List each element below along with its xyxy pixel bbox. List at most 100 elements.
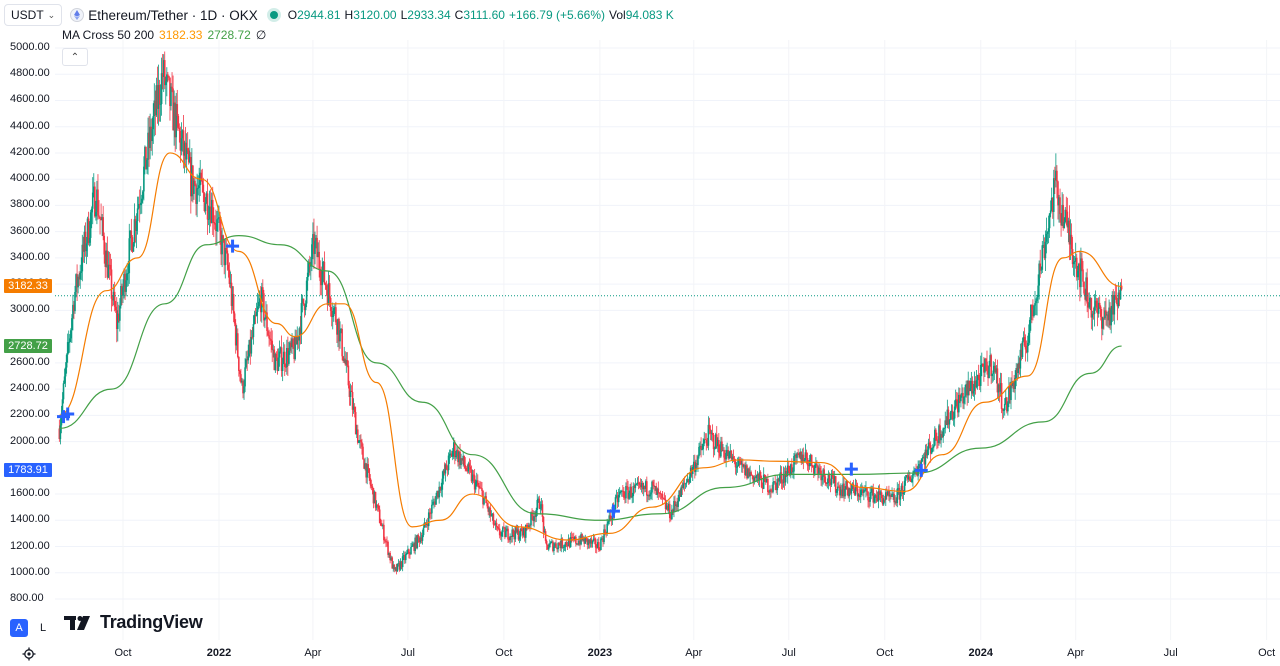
candle-body	[602, 538, 604, 543]
candle-body	[936, 439, 938, 441]
candle-body	[978, 378, 981, 386]
candle-body	[194, 180, 196, 186]
candle-body	[134, 219, 137, 231]
candle-body	[706, 443, 709, 446]
candle-body	[291, 338, 293, 348]
candle-body	[181, 130, 184, 139]
candle-body	[517, 529, 520, 540]
candle-body	[343, 358, 346, 362]
time-tick-label: Oct	[495, 647, 513, 659]
collapse-legend-button[interactable]: ⌃	[62, 48, 88, 66]
candle-body	[366, 464, 368, 478]
candle-body	[515, 526, 518, 533]
indicator-legend[interactable]: MA Cross 50 200 3182.33 2728.72 ∅	[62, 28, 266, 42]
candle-body	[694, 461, 696, 472]
tradingview-logo[interactable]: TradingView	[64, 612, 203, 633]
candle-body	[1110, 309, 1112, 326]
candle-body	[696, 463, 698, 466]
candle-body	[178, 127, 181, 132]
candle-body	[1079, 263, 1081, 288]
candle-body	[616, 495, 619, 503]
grid-lines	[55, 40, 1280, 640]
candle-body	[676, 504, 678, 507]
candle-body	[163, 60, 166, 86]
candle-body	[780, 472, 783, 483]
candle-body	[478, 485, 480, 488]
candle-body	[816, 463, 818, 467]
symbol-select[interactable]: USDT ⌄	[4, 4, 63, 26]
candle-body	[751, 475, 754, 476]
candle-body	[375, 504, 378, 508]
candle-body	[315, 237, 317, 241]
candle-body	[792, 471, 794, 473]
candle-body	[829, 482, 832, 485]
log-scale-button[interactable]: L	[34, 619, 52, 637]
candle-body	[59, 425, 62, 440]
candle-body	[384, 540, 386, 542]
candle-body	[692, 461, 695, 467]
candle-body	[277, 357, 280, 371]
price-tick-label: 1200.00	[10, 539, 50, 552]
candle-body	[608, 515, 611, 522]
candle-body	[457, 449, 459, 463]
candle-body	[133, 219, 136, 244]
price-tick-label: 4600.00	[10, 93, 50, 106]
candle-body	[80, 271, 83, 273]
candle-body	[749, 472, 751, 477]
time-axis[interactable]: Oct 2022 Apr Jul Oct 2023 Apr Jul Oct 2024 Apr Jul O…	[0, 647, 1280, 661]
candle-body	[421, 535, 424, 541]
candle-body	[1048, 213, 1051, 229]
candle-body	[359, 440, 361, 441]
symbol-title[interactable]: Ethereum/Tether · 1D · OKX	[70, 8, 258, 23]
candle-body	[592, 538, 595, 541]
time-tick-label: Oct	[876, 647, 894, 659]
candle-body	[577, 543, 579, 545]
candle-body	[245, 359, 247, 368]
candle-body	[734, 461, 737, 468]
time-tick-label: Jul	[400, 647, 415, 659]
candle-body	[465, 467, 468, 471]
candle-body	[519, 528, 522, 537]
candle-body	[121, 286, 123, 296]
candle-body	[974, 380, 977, 388]
candle-body	[756, 473, 759, 476]
candle-body	[588, 539, 591, 544]
candle-body	[305, 280, 308, 304]
candle-body	[1094, 300, 1097, 307]
candle-body	[79, 272, 82, 280]
candle-body	[1002, 410, 1005, 411]
candle-body	[430, 512, 432, 514]
candle-body	[388, 553, 390, 555]
candle-body	[769, 489, 771, 493]
candle-body	[488, 507, 491, 512]
market-status-icon[interactable]	[269, 11, 278, 19]
candle-body	[856, 488, 859, 497]
candle-body	[368, 468, 371, 479]
candle-body	[1036, 297, 1038, 301]
candle-body	[272, 349, 275, 351]
candle-body	[311, 244, 313, 266]
candle-body	[91, 192, 94, 209]
candle-body	[937, 440, 939, 443]
candle-body	[674, 500, 676, 506]
candle-body	[74, 291, 76, 312]
candle-body	[989, 355, 991, 367]
candle-body	[148, 132, 150, 149]
candle-body	[830, 473, 833, 485]
candle-body	[1086, 277, 1088, 304]
auto-scale-button[interactable]: A	[10, 619, 28, 637]
candle-body	[167, 74, 169, 76]
candle-body	[713, 448, 716, 450]
candle-body	[1017, 362, 1020, 374]
settings-gear-icon[interactable]	[22, 647, 36, 661]
candle-body	[236, 333, 239, 357]
candle-body	[350, 390, 353, 393]
candle-body	[636, 482, 639, 485]
candle-body	[505, 530, 507, 538]
ohlc-value: +166.79 (+5.66%)	[508, 8, 606, 22]
candle-body	[422, 527, 425, 536]
candle-body	[499, 535, 502, 537]
candle-body	[417, 534, 420, 538]
